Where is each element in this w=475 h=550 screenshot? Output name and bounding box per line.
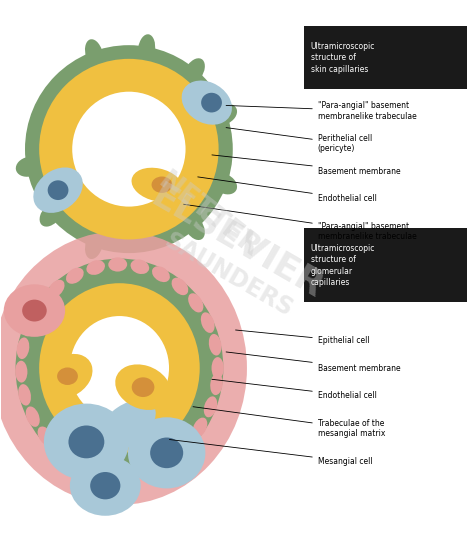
Ellipse shape [22,300,47,322]
Text: NETTER: NETTER [153,167,266,263]
Ellipse shape [183,58,205,85]
Ellipse shape [209,334,221,355]
Ellipse shape [211,104,237,125]
Ellipse shape [4,284,65,337]
Text: Mesangial cell: Mesangial cell [170,439,372,465]
Ellipse shape [86,260,105,275]
Text: "Para-angial" basement
membranelike trabeculae: "Para-angial" basement membranelike trab… [226,101,417,120]
Ellipse shape [177,436,193,454]
Text: "Para-angial" basement
membranelike trabeculae: "Para-angial" basement membranelike trab… [183,204,417,241]
Text: Ultramicroscopic
structure of
glomerular
capillaries: Ultramicroscopic structure of glomerular… [311,244,375,287]
Text: Perithelial cell
(pericyte): Perithelial cell (pericyte) [226,128,372,153]
Ellipse shape [48,180,68,200]
Ellipse shape [15,361,28,383]
Ellipse shape [39,202,63,227]
Ellipse shape [211,357,224,379]
Ellipse shape [211,173,237,194]
Ellipse shape [204,397,217,417]
Ellipse shape [44,404,129,480]
Ellipse shape [34,296,48,316]
Ellipse shape [201,312,215,333]
Ellipse shape [93,463,112,477]
Ellipse shape [25,45,233,253]
Ellipse shape [108,257,127,272]
Ellipse shape [72,455,90,471]
Ellipse shape [39,59,218,239]
Ellipse shape [115,464,134,478]
Ellipse shape [26,406,40,427]
Ellipse shape [97,400,156,452]
Text: Endothelial cell: Endothelial cell [198,177,377,203]
Ellipse shape [66,268,84,284]
Text: Basement membrane: Basement membrane [212,155,400,175]
Ellipse shape [18,384,31,405]
Ellipse shape [138,34,155,65]
Ellipse shape [201,93,222,113]
Ellipse shape [128,417,205,488]
FancyBboxPatch shape [304,26,466,89]
Ellipse shape [70,455,141,516]
Ellipse shape [16,157,42,177]
Ellipse shape [48,280,65,298]
Text: SAUNDERS: SAUNDERS [160,228,296,322]
Ellipse shape [171,278,188,295]
Ellipse shape [150,438,183,468]
Ellipse shape [183,213,205,240]
Text: ELSEVIER: ELSEVIER [145,179,330,305]
Ellipse shape [85,39,104,69]
Ellipse shape [57,367,78,385]
Ellipse shape [131,260,149,274]
Ellipse shape [85,229,104,259]
Ellipse shape [42,354,93,399]
Ellipse shape [68,426,104,458]
Ellipse shape [152,177,172,193]
Ellipse shape [39,283,200,453]
Ellipse shape [17,338,29,359]
Ellipse shape [72,92,186,207]
Text: Basement membrane: Basement membrane [226,352,400,372]
Text: Trabeculae of the
mesangial matrix: Trabeculae of the mesangial matrix [193,406,385,438]
Ellipse shape [0,231,247,505]
Ellipse shape [137,460,156,475]
Text: Endothelial cell: Endothelial cell [212,379,377,400]
Ellipse shape [158,450,176,467]
Ellipse shape [70,316,169,420]
Ellipse shape [192,417,207,437]
Ellipse shape [23,316,37,336]
Ellipse shape [53,443,70,460]
Ellipse shape [115,365,171,410]
Ellipse shape [132,377,154,397]
Ellipse shape [210,373,223,395]
FancyBboxPatch shape [304,228,466,302]
Ellipse shape [132,168,183,202]
Ellipse shape [90,472,120,499]
Ellipse shape [16,258,223,477]
Ellipse shape [152,266,170,282]
Ellipse shape [38,426,53,446]
Ellipse shape [33,167,83,213]
Ellipse shape [188,293,203,312]
Text: Epithelial cell: Epithelial cell [236,330,370,345]
Text: Ultramicroscopic
structure of
skin capillaries: Ultramicroscopic structure of skin capil… [311,42,375,74]
Ellipse shape [181,80,232,125]
